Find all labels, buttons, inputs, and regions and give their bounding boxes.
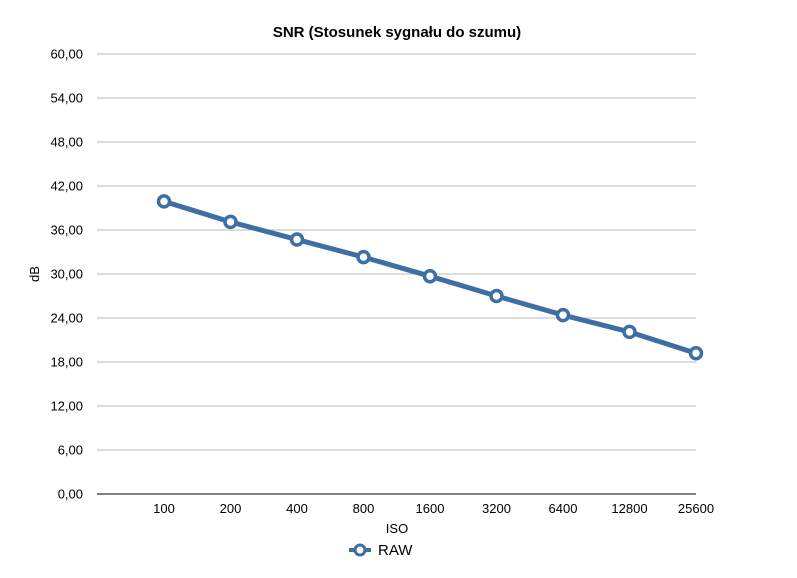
data-point xyxy=(422,268,438,284)
y-tick-label: 6,00 xyxy=(58,443,83,458)
chart-title: SNR (Stosunek sygnału do szumu) xyxy=(273,24,521,41)
data-point xyxy=(223,214,238,230)
x-axis-title: ISO xyxy=(386,521,408,536)
legend: RAW xyxy=(349,542,413,559)
y-tick-label: 48,00 xyxy=(50,135,83,150)
x-tick-label: 800 xyxy=(353,501,375,516)
data-point xyxy=(622,324,637,340)
data-point xyxy=(688,345,704,361)
data-point xyxy=(356,249,371,265)
legend-label-raw: RAW xyxy=(378,542,413,559)
series-layer xyxy=(156,194,704,361)
x-tick-label: 3200 xyxy=(482,501,511,516)
x-tick-label: 200 xyxy=(220,501,242,516)
x-tick-label: 1600 xyxy=(416,501,445,516)
data-point xyxy=(289,232,305,247)
x-tick-label: 6400 xyxy=(549,501,578,516)
gridlines xyxy=(97,53,696,451)
y-tick-label: 42,00 xyxy=(50,179,83,194)
y-tick-label: 24,00 xyxy=(50,311,83,326)
x-tick-label: 12800 xyxy=(611,501,647,516)
y-tick-label: 54,00 xyxy=(50,91,83,106)
y-tick-label: 60,00 xyxy=(50,47,83,62)
y-tick-label: 18,00 xyxy=(50,355,83,370)
data-point xyxy=(156,194,172,209)
data-point xyxy=(489,288,504,304)
data-point xyxy=(555,307,571,323)
x-tick-label: 400 xyxy=(286,501,308,516)
y-axis-ticks: 0,00 6,00 12,00 18,00 24,00 30,00 36,00 42,00 48… xyxy=(50,47,83,502)
x-axis-ticks: 100 200 400 800 1600 3200 6400 12800 25600 xyxy=(153,501,714,516)
y-tick-label: 0,00 xyxy=(58,487,83,502)
x-tick-label: 100 xyxy=(153,501,175,516)
x-tick-label: 25600 xyxy=(678,501,714,516)
y-tick-label: 30,00 xyxy=(50,267,83,282)
y-tick-label: 36,00 xyxy=(50,223,83,238)
legend-swatch-marker xyxy=(353,543,367,557)
y-axis-title: dB xyxy=(27,266,42,282)
y-tick-label: 12,00 xyxy=(50,399,83,414)
